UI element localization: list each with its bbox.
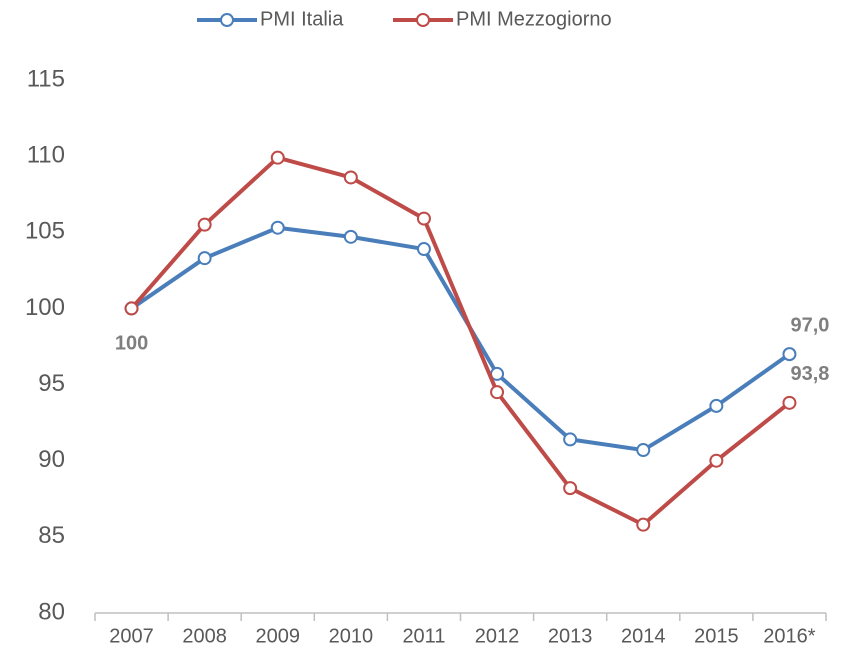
y-tick-label: 100 — [25, 294, 65, 321]
point — [416, 242, 431, 257]
x-tick-label: 2013 — [548, 625, 593, 647]
x-tick-label: 2007 — [109, 625, 154, 647]
y-tick-label: 110 — [27, 141, 65, 168]
point — [197, 251, 212, 266]
x-tick-label: 2016* — [763, 625, 815, 647]
legend-marker — [220, 13, 234, 27]
point — [709, 398, 724, 413]
series-line — [130, 155, 791, 527]
point — [563, 481, 578, 496]
x-tick-label: 2009 — [256, 625, 301, 647]
point — [782, 347, 797, 362]
data-label: 97,0 — [791, 314, 830, 336]
y-tick-label: 85 — [38, 522, 65, 549]
point — [343, 170, 358, 185]
point — [416, 211, 431, 226]
point — [563, 432, 578, 447]
x-tick-label: 2014 — [621, 625, 666, 647]
y-tick-label: 105 — [25, 218, 65, 245]
x-tick-label: 2008 — [182, 625, 227, 647]
point — [636, 517, 651, 532]
point — [343, 229, 358, 244]
legend-label: PMI Italia — [260, 8, 344, 30]
y-tick-label: 90 — [38, 446, 65, 473]
legend-marker — [416, 13, 430, 27]
point — [270, 220, 285, 235]
series-line — [130, 225, 791, 453]
point — [636, 443, 651, 458]
y-tick-label: 115 — [27, 65, 65, 92]
y-tick-label: 95 — [38, 370, 65, 397]
point — [124, 301, 139, 316]
legend-label: PMI Mezzogiorno — [456, 8, 612, 30]
y-tick-label: 80 — [38, 598, 65, 625]
point — [490, 385, 505, 400]
data-label: 93,8 — [791, 363, 830, 385]
data-label: 100 — [115, 333, 148, 355]
point — [270, 150, 285, 165]
x-tick-label: 2015 — [694, 625, 739, 647]
x-tick-label: 2012 — [475, 625, 520, 647]
x-tick-label: 2010 — [329, 625, 374, 647]
point — [709, 453, 724, 468]
point — [197, 217, 212, 232]
point — [782, 395, 797, 410]
x-tick-label: 2011 — [402, 625, 445, 647]
